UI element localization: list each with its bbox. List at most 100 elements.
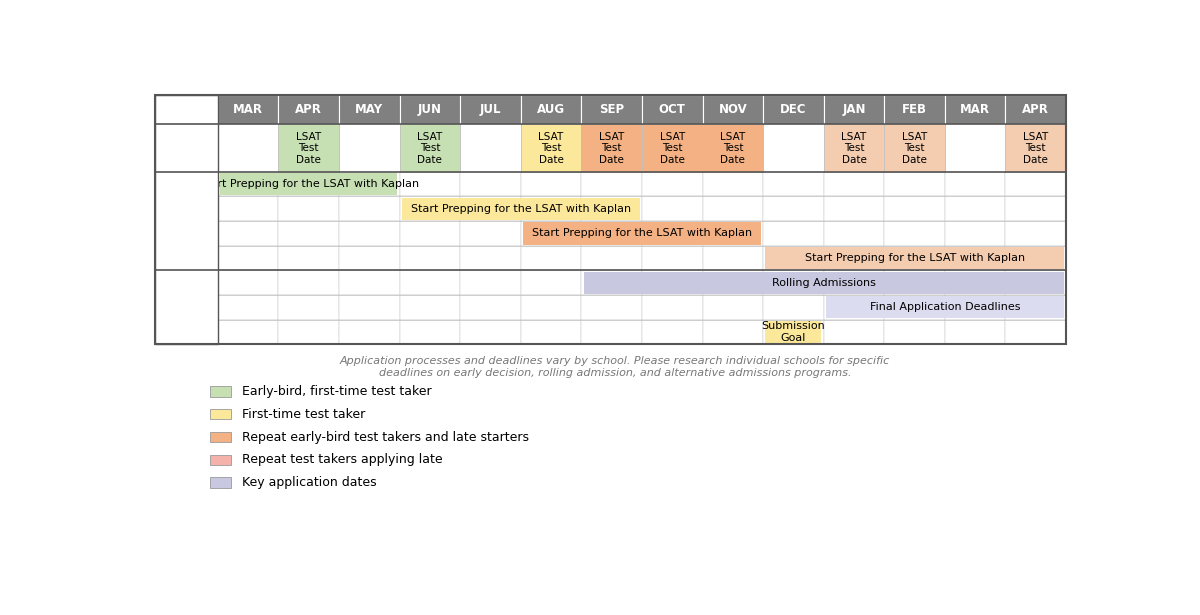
Text: Final Application Deadlines: Final Application Deadlines bbox=[870, 302, 1020, 312]
Bar bbox=[218, 221, 278, 246]
Text: Key application dates: Key application dates bbox=[242, 476, 377, 489]
Bar bbox=[944, 295, 1006, 320]
Bar bbox=[581, 271, 642, 295]
Bar bbox=[884, 124, 944, 172]
Bar bbox=[461, 124, 521, 172]
Bar bbox=[218, 271, 278, 295]
Text: MAY: MAY bbox=[355, 103, 384, 116]
Bar bbox=[400, 246, 461, 271]
Bar bbox=[581, 124, 642, 172]
Bar bbox=[340, 124, 400, 172]
Text: AUG: AUG bbox=[538, 103, 565, 116]
Bar bbox=[581, 124, 642, 172]
Bar bbox=[1006, 295, 1066, 320]
Bar bbox=[884, 124, 944, 172]
Bar bbox=[340, 172, 400, 196]
Bar bbox=[340, 320, 400, 344]
Bar bbox=[278, 124, 340, 172]
Bar bbox=[884, 196, 944, 221]
Bar bbox=[763, 124, 823, 172]
Bar bbox=[400, 95, 461, 124]
Bar bbox=[884, 246, 944, 271]
Bar bbox=[340, 95, 400, 124]
Bar bbox=[278, 320, 340, 344]
Text: LSAT
Test
Date: LSAT Test Date bbox=[599, 132, 624, 165]
Bar bbox=[210, 454, 230, 465]
Bar bbox=[400, 172, 461, 196]
Bar bbox=[702, 95, 763, 124]
Bar bbox=[823, 95, 884, 124]
Bar bbox=[823, 221, 884, 246]
Bar bbox=[218, 196, 278, 221]
Bar bbox=[581, 221, 642, 246]
Text: JUL: JUL bbox=[480, 103, 502, 116]
Bar bbox=[278, 95, 340, 124]
Bar bbox=[1006, 246, 1066, 271]
Bar bbox=[1006, 172, 1066, 196]
Bar bbox=[278, 295, 340, 320]
Bar bbox=[884, 221, 944, 246]
Text: LSAT
Test
Date: LSAT Test Date bbox=[902, 132, 928, 165]
Bar bbox=[278, 271, 340, 295]
Bar bbox=[581, 196, 642, 221]
Bar bbox=[823, 172, 884, 196]
Bar bbox=[340, 221, 400, 246]
Text: Rolling Admissions: Rolling Admissions bbox=[772, 277, 876, 288]
Bar bbox=[702, 172, 763, 196]
Bar bbox=[766, 247, 1063, 269]
Text: LSAT
Test
Date: LSAT Test Date bbox=[296, 132, 322, 165]
Bar bbox=[884, 320, 944, 344]
Bar bbox=[763, 295, 823, 320]
Bar bbox=[218, 172, 278, 196]
Bar bbox=[1006, 95, 1066, 124]
Text: LSAT
Test
Date: LSAT Test Date bbox=[1024, 132, 1049, 165]
Bar bbox=[278, 124, 340, 172]
Bar bbox=[521, 221, 581, 246]
Bar bbox=[461, 295, 521, 320]
Bar bbox=[763, 172, 823, 196]
Bar bbox=[461, 320, 521, 344]
Bar bbox=[400, 221, 461, 246]
Bar bbox=[763, 271, 823, 295]
Text: JAN: JAN bbox=[842, 103, 865, 116]
Bar bbox=[521, 271, 581, 295]
Bar bbox=[823, 124, 884, 172]
Bar bbox=[210, 386, 230, 397]
Text: APR: APR bbox=[1022, 103, 1049, 116]
Bar bbox=[642, 124, 702, 172]
Bar bbox=[155, 95, 1066, 344]
Bar bbox=[702, 246, 763, 271]
Bar bbox=[581, 246, 642, 271]
Text: LSAT
Test
Date: LSAT Test Date bbox=[539, 132, 564, 165]
Bar bbox=[340, 271, 400, 295]
Bar bbox=[461, 246, 521, 271]
Bar bbox=[400, 124, 461, 172]
Bar bbox=[823, 196, 884, 221]
Text: FEB: FEB bbox=[902, 103, 928, 116]
Bar bbox=[823, 320, 884, 344]
Text: When
to Prep: When to Prep bbox=[163, 210, 209, 232]
Bar bbox=[402, 197, 640, 220]
Bar bbox=[1006, 271, 1066, 295]
Bar bbox=[155, 95, 218, 344]
Bar bbox=[400, 320, 461, 344]
Bar bbox=[278, 196, 340, 221]
Bar bbox=[763, 246, 823, 271]
Bar bbox=[823, 246, 884, 271]
Bar bbox=[218, 124, 278, 172]
Bar bbox=[523, 222, 761, 245]
Bar bbox=[210, 432, 230, 442]
Bar bbox=[461, 172, 521, 196]
Bar bbox=[944, 95, 1006, 124]
Bar bbox=[340, 246, 400, 271]
Text: First-time test taker: First-time test taker bbox=[242, 408, 365, 421]
Bar bbox=[944, 271, 1006, 295]
Bar bbox=[521, 95, 581, 124]
Text: Start Prepping for the LSAT with Kaplan: Start Prepping for the LSAT with Kaplan bbox=[804, 253, 1025, 263]
Text: Start Prepping for the LSAT with Kaplan: Start Prepping for the LSAT with Kaplan bbox=[199, 179, 419, 189]
Bar bbox=[1006, 320, 1066, 344]
Bar bbox=[763, 320, 823, 344]
Bar bbox=[210, 409, 230, 419]
Bar bbox=[642, 124, 702, 172]
Bar bbox=[461, 271, 521, 295]
